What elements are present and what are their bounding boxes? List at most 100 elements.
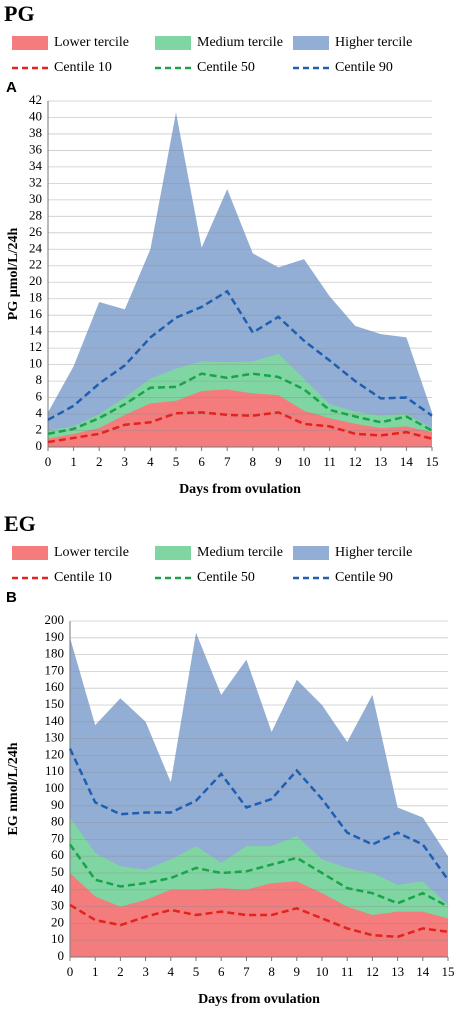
legend-label: Centile 50 (197, 60, 255, 75)
tercile-area (70, 873, 448, 957)
centile-line (69, 903, 449, 939)
legend-swatch (293, 546, 329, 560)
x-tick-label: 0 (45, 454, 52, 469)
y-tick-label: 80 (51, 814, 64, 829)
y-tick-label: 180 (45, 646, 65, 661)
y-axis-title: PG µmol/L/24h (6, 228, 21, 321)
y-tick-label: 14 (29, 323, 43, 338)
y-tick-label: 110 (45, 763, 64, 778)
y-tick-label: 200 (45, 612, 65, 627)
x-tick-label: 4 (147, 454, 154, 469)
y-tick-label: 120 (45, 746, 65, 761)
x-tick-label: 6 (198, 454, 205, 469)
y-tick-label: 150 (45, 696, 65, 711)
y-tick-label: 90 (51, 797, 64, 812)
x-tick-label: 7 (243, 964, 250, 979)
y-tick-label: 140 (45, 713, 65, 728)
y-tick-label: 60 (51, 847, 64, 862)
y-tick-label: 160 (45, 679, 65, 694)
x-tick-label: 13 (391, 964, 404, 979)
x-tick-label: 10 (298, 454, 311, 469)
tercile-area (48, 112, 432, 448)
x-tick-label: 5 (173, 454, 180, 469)
y-tick-label: 18 (29, 290, 42, 305)
y-tick-label: 8 (36, 372, 43, 387)
x-tick-label: 3 (122, 454, 129, 469)
legend-swatch (155, 36, 191, 50)
x-tick-label: 14 (416, 964, 430, 979)
x-tick-label: 4 (168, 964, 175, 979)
legend-swatch (155, 546, 191, 560)
centile-line (47, 289, 433, 421)
y-tick-label: 36 (29, 141, 43, 156)
y-tick-label: 10 (29, 356, 42, 371)
y-tick-label: 34 (29, 158, 43, 173)
y-tick-label: 32 (29, 174, 42, 189)
x-tick-label: 1 (92, 964, 99, 979)
y-tick-label: 12 (29, 339, 42, 354)
y-tick-label: 40 (29, 108, 42, 123)
y-tick-label: 42 (29, 92, 42, 107)
legend-label: Centile 50 (197, 570, 255, 585)
x-tick-label: 15 (426, 454, 439, 469)
legend-label: Lower tercile (54, 35, 129, 50)
y-tick-label: 2 (36, 422, 43, 437)
y-tick-label: 30 (51, 898, 64, 913)
panel-label: B (6, 589, 17, 606)
y-tick-label: 0 (58, 948, 65, 963)
x-tick-label: 8 (268, 964, 275, 979)
x-tick-label: 9 (294, 964, 301, 979)
x-tick-label: 11 (341, 964, 354, 979)
x-tick-label: 12 (349, 454, 362, 469)
centile-line (68, 748, 450, 881)
x-tick-label: 9 (275, 454, 282, 469)
chart-title: PG (4, 1, 35, 26)
x-tick-label: 8 (250, 454, 257, 469)
legend-label: Centile 90 (335, 60, 393, 75)
x-tick-label: 5 (193, 964, 200, 979)
legend-label: Higher tercile (335, 35, 412, 50)
y-tick-label: 190 (45, 629, 65, 644)
legend-swatch (12, 36, 48, 50)
x-tick-label: 11 (323, 454, 336, 469)
x-axis-title: Days from ovulation (198, 992, 320, 1007)
legend-label: Centile 10 (54, 60, 112, 75)
y-tick-label: 10 (51, 931, 64, 946)
x-tick-label: 2 (96, 454, 103, 469)
y-tick-label: 22 (29, 257, 42, 272)
y-tick-label: 26 (29, 224, 43, 239)
legend-label: Centile 90 (335, 570, 393, 585)
y-tick-label: 40 (51, 881, 64, 896)
legend-swatch (12, 546, 48, 560)
x-tick-label: 2 (117, 964, 124, 979)
legend-label: Medium tercile (197, 545, 283, 560)
y-tick-label: 50 (51, 864, 64, 879)
x-tick-label: 12 (366, 964, 379, 979)
x-tick-label: 0 (67, 964, 74, 979)
y-tick-label: 0 (36, 438, 43, 453)
legend-swatch (293, 36, 329, 50)
x-axis-title: Days from ovulation (179, 482, 301, 497)
x-tick-label: 13 (374, 454, 387, 469)
panel-label: A (6, 79, 17, 96)
y-tick-label: 70 (51, 830, 64, 845)
legend-label: Medium tercile (197, 35, 283, 50)
x-tick-label: 10 (316, 964, 329, 979)
legend-label: Lower tercile (54, 545, 129, 560)
x-tick-label: 3 (142, 964, 149, 979)
x-tick-label: 15 (442, 964, 455, 979)
tercile-area (48, 389, 432, 447)
x-tick-label: 14 (400, 454, 414, 469)
legend-label: Centile 10 (54, 570, 112, 585)
centile-line (68, 843, 449, 908)
y-tick-label: 38 (29, 125, 42, 140)
y-tick-label: 20 (51, 914, 64, 929)
y-tick-label: 170 (45, 662, 65, 677)
legend-label: Higher tercile (335, 545, 412, 560)
y-tick-label: 16 (29, 306, 43, 321)
x-tick-label: 7 (224, 454, 231, 469)
y-tick-label: 28 (29, 207, 42, 222)
y-tick-label: 130 (45, 730, 65, 745)
chart-title: EG (4, 511, 36, 536)
